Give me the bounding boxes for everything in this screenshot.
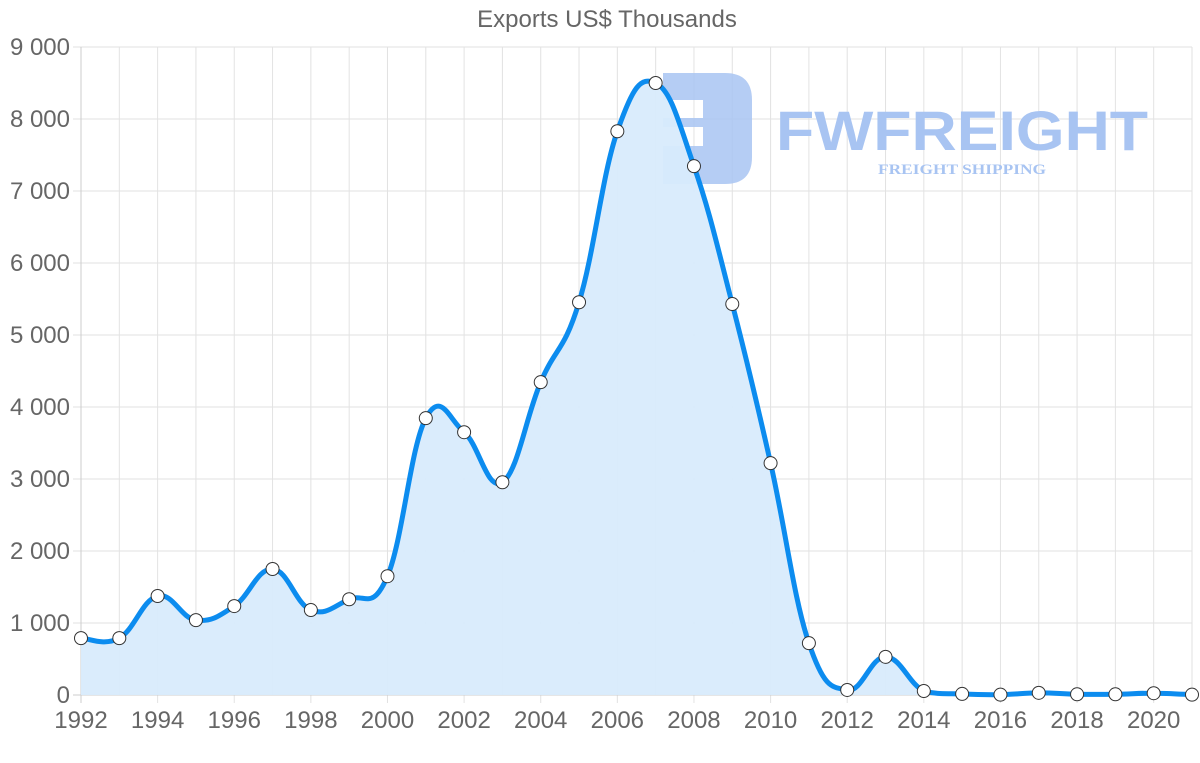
y-axis-ticks: 0 1 000 2 000 3 000 4 000 5 000 6 000 7 000 8 00…: [10, 34, 70, 709]
data-point: [686, 159, 701, 174]
data-point: [572, 295, 587, 310]
data-point: [265, 562, 280, 576]
data-line: [80, 78, 1193, 698]
x-tick-label: 2016: [974, 707, 1027, 734]
data-point: [74, 631, 88, 646]
y-tick-label: 7 000: [10, 178, 70, 205]
data-point: [840, 682, 855, 697]
data-point: [418, 411, 433, 426]
data-point: [112, 631, 127, 646]
area-fill: [81, 81, 1192, 696]
data-point: [150, 589, 165, 603]
data-point: [342, 592, 357, 607]
x-tick-label: 2020: [1127, 707, 1180, 734]
data-point: [533, 375, 548, 390]
y-tick-label: 9 000: [10, 34, 70, 61]
x-tick-label: 1994: [131, 707, 184, 734]
y-tick-label: 2 000: [10, 538, 70, 565]
y-tick-label: 0: [57, 682, 70, 709]
data-point: [1185, 687, 1199, 702]
data-point: [763, 456, 778, 471]
x-tick-label: 2014: [897, 707, 950, 734]
data-point: [380, 569, 395, 584]
y-tick-label: 3 000: [10, 466, 70, 493]
chart-title: Exports US$ Thousands: [477, 6, 737, 33]
data-point: [495, 475, 510, 490]
y-tick-label: 6 000: [10, 250, 70, 277]
data-points: [74, 76, 1199, 702]
data-point: [916, 684, 931, 699]
data-point: [303, 603, 318, 618]
data-point: [188, 613, 203, 628]
data-point: [725, 297, 740, 312]
x-tick-label: 2006: [591, 707, 644, 734]
x-axis-ticks: 1992 1994 1996 1998 2000 2002 2004 2006 2008 2010…: [54, 707, 1180, 734]
y-tick-label: 5 000: [10, 322, 70, 349]
watermark-brand: FWFREIGHT: [776, 99, 1148, 162]
x-tick-label: 2018: [1050, 707, 1103, 734]
data-point: [878, 649, 893, 664]
x-tick-label: 2004: [514, 707, 567, 734]
x-tick-label: 2002: [437, 707, 490, 734]
data-point: [801, 636, 816, 651]
watermark-tagline: FREIGHT SHIPPING: [878, 162, 1046, 178]
data-point: [610, 124, 625, 139]
data-point: [1070, 687, 1085, 702]
x-tick-label: 1992: [54, 707, 107, 734]
x-tick-label: 2010: [744, 707, 797, 734]
x-tick-label: 2012: [821, 707, 874, 734]
y-tick-label: 8 000: [10, 106, 70, 133]
y-tick-label: 4 000: [10, 394, 70, 421]
data-point: [648, 76, 663, 90]
data-point: [1031, 685, 1046, 700]
x-tick-label: 1996: [208, 707, 261, 734]
data-point: [1108, 687, 1123, 702]
y-tick-label: 1 000: [10, 610, 70, 637]
x-tick-label: 1998: [284, 707, 337, 734]
x-tick-label: 2008: [667, 707, 720, 734]
data-point: [227, 599, 242, 614]
data-point: [993, 687, 1008, 702]
data-point: [955, 686, 970, 701]
x-tick-label: 2000: [361, 707, 414, 734]
data-point: [457, 425, 472, 440]
data-point: [1146, 686, 1161, 701]
